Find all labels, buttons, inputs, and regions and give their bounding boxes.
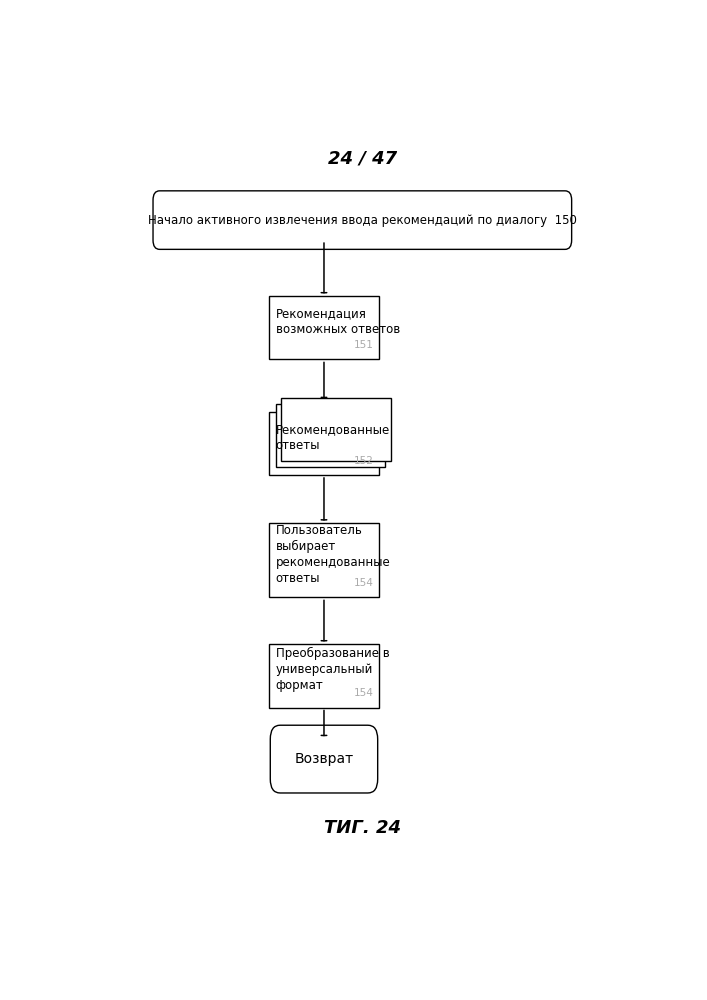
Text: ΤИГ. 24: ΤИГ. 24 <box>324 819 401 837</box>
FancyBboxPatch shape <box>270 725 378 793</box>
FancyBboxPatch shape <box>269 644 379 708</box>
Text: 151: 151 <box>354 340 373 350</box>
Text: Пользователь
выбирает
рекомендованные
ответы: Пользователь выбирает рекомендованные от… <box>276 524 390 585</box>
Text: 154: 154 <box>354 688 373 698</box>
Text: Возврат: Возврат <box>294 752 354 766</box>
FancyBboxPatch shape <box>269 296 379 359</box>
FancyBboxPatch shape <box>276 404 385 467</box>
FancyBboxPatch shape <box>281 398 391 461</box>
Text: 154: 154 <box>354 578 373 588</box>
FancyBboxPatch shape <box>153 191 572 249</box>
FancyBboxPatch shape <box>269 523 379 597</box>
Text: Рекомендация
возможных ответов: Рекомендация возможных ответов <box>276 307 400 336</box>
Text: Начало активного извлечения ввода рекомендаций по диалогу  150: Начало активного извлечения ввода рекоме… <box>148 214 577 227</box>
FancyBboxPatch shape <box>269 412 379 475</box>
Text: 24 / 47: 24 / 47 <box>328 149 397 167</box>
Text: Рекомендованные
ответы: Рекомендованные ответы <box>276 423 390 452</box>
Text: Преобразование в
универсальный
формат: Преобразование в универсальный формат <box>276 647 390 692</box>
Text: 152: 152 <box>354 456 373 466</box>
